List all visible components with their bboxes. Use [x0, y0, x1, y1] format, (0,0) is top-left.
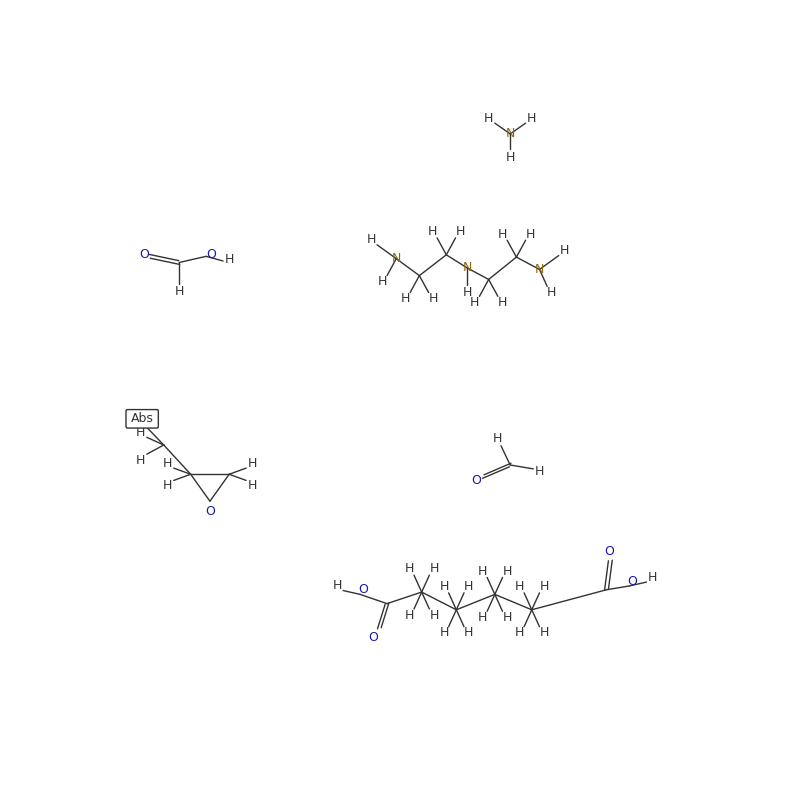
Text: H: H: [464, 580, 473, 593]
Text: O: O: [139, 248, 149, 261]
Text: H: H: [136, 454, 145, 467]
FancyBboxPatch shape: [126, 410, 159, 428]
Text: H: H: [248, 457, 257, 470]
Text: H: H: [224, 253, 234, 266]
Text: H: H: [470, 296, 480, 309]
Text: H: H: [248, 478, 257, 491]
Text: H: H: [502, 565, 512, 578]
Text: H: H: [547, 286, 557, 299]
Text: H: H: [429, 292, 438, 305]
Text: H: H: [456, 225, 465, 238]
Text: H: H: [539, 580, 549, 593]
Text: H: H: [648, 571, 658, 584]
Text: H: H: [498, 296, 507, 309]
Text: H: H: [163, 478, 172, 491]
Text: H: H: [498, 228, 507, 241]
Text: Abs: Abs: [131, 412, 154, 425]
Text: N: N: [535, 263, 544, 276]
Text: H: H: [136, 426, 145, 440]
Text: H: H: [539, 626, 549, 639]
Text: H: H: [478, 611, 487, 624]
Text: H: H: [505, 150, 515, 163]
Text: H: H: [464, 626, 473, 639]
Text: H: H: [367, 233, 376, 246]
Text: H: H: [515, 626, 524, 639]
Text: O: O: [628, 574, 638, 587]
Text: H: H: [484, 112, 493, 125]
Text: N: N: [505, 128, 515, 141]
Text: H: H: [405, 608, 414, 621]
Text: H: H: [515, 580, 524, 593]
Text: H: H: [429, 608, 439, 621]
Text: H: H: [493, 431, 502, 444]
Text: O: O: [472, 474, 481, 487]
Text: H: H: [502, 611, 512, 624]
Text: O: O: [604, 545, 614, 558]
Text: H: H: [332, 579, 342, 592]
Text: N: N: [392, 252, 401, 265]
Text: O: O: [207, 248, 216, 261]
Text: H: H: [462, 286, 472, 299]
Text: H: H: [525, 228, 535, 241]
Text: H: H: [428, 225, 437, 238]
Text: H: H: [163, 457, 172, 470]
Text: H: H: [429, 562, 439, 575]
Text: N: N: [462, 262, 472, 275]
Text: H: H: [405, 562, 414, 575]
Text: H: H: [478, 565, 487, 578]
Text: O: O: [368, 631, 378, 644]
Text: H: H: [175, 285, 183, 298]
Text: H: H: [439, 626, 449, 639]
Text: O: O: [205, 506, 215, 519]
Text: H: H: [378, 276, 387, 288]
Text: H: H: [439, 580, 449, 593]
Text: O: O: [358, 583, 368, 596]
Text: H: H: [535, 465, 544, 478]
Text: H: H: [527, 112, 537, 125]
Text: H: H: [559, 244, 569, 257]
Text: H: H: [400, 292, 410, 305]
